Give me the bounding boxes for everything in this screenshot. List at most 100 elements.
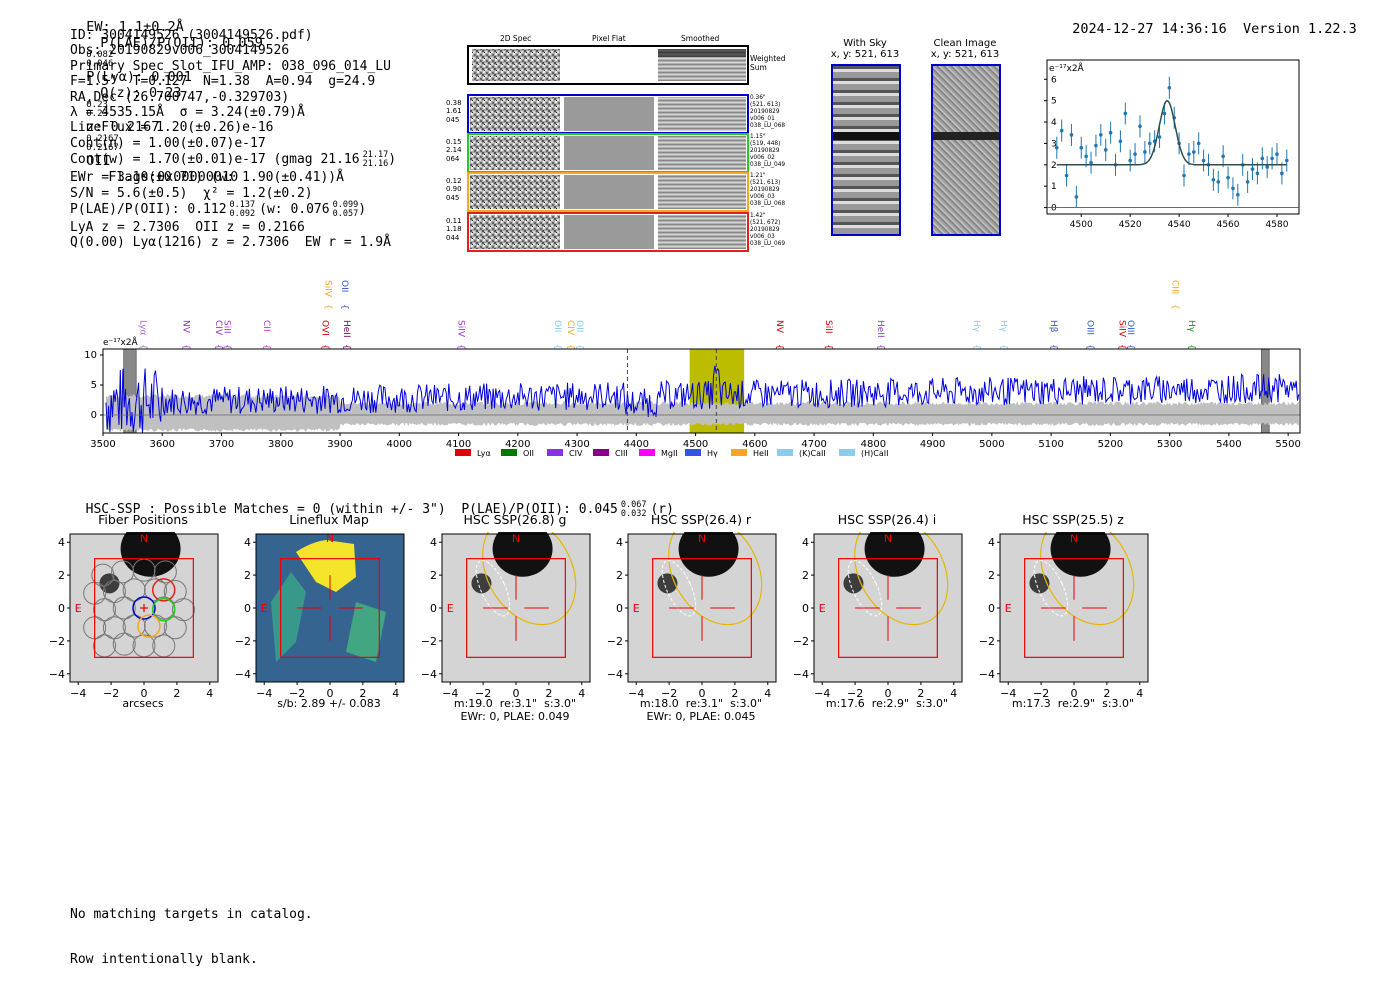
z-hi: 0.2167 bbox=[86, 134, 119, 144]
fit-ytick-label: 1 bbox=[1051, 182, 1057, 192]
lineflux-hotspot bbox=[296, 540, 356, 592]
fit-point bbox=[1069, 133, 1074, 137]
spec-line-label: CIV bbox=[565, 320, 575, 336]
hsc-title: HSC-SSP : Possible Matches = 0 (within +… bbox=[70, 486, 674, 518]
info-line-obs: Obs: 20190829v006_3004149526 bbox=[70, 43, 290, 59]
spec-legend-swatch bbox=[731, 449, 747, 456]
spec-flux-line bbox=[105, 365, 1300, 434]
stamp-xtick: −2 bbox=[103, 687, 119, 700]
spec-line-label: OII bbox=[552, 320, 562, 332]
spec-xtick-label: 4000 bbox=[387, 439, 412, 450]
stamp-box bbox=[1024, 558, 1124, 658]
stamp-east: E bbox=[1005, 602, 1012, 615]
info-line-radec: RA,Dec (26.700747,-0.329703) bbox=[70, 89, 290, 105]
info-line-lya: LyA z = 2.7306 OII z = 0.2166 bbox=[70, 220, 305, 236]
stamp-xtick: 0 bbox=[513, 687, 520, 700]
stamp-sub2: EWr: 0, PLAE: 0.045 bbox=[646, 710, 756, 723]
clean-image bbox=[931, 64, 1001, 236]
fiber-circle bbox=[122, 614, 146, 638]
info-line-spec: Primary Spec_Slot_IFU_AMP: 038_096_014_L… bbox=[70, 58, 391, 74]
fit-point bbox=[1231, 186, 1235, 191]
fiber-primary bbox=[132, 596, 156, 620]
plae2-hi: 0.137 bbox=[229, 200, 256, 211]
fit-point bbox=[1245, 180, 1250, 184]
stamp-bright-source bbox=[864, 532, 925, 577]
fiber-orange bbox=[137, 614, 161, 638]
stamp-north: N bbox=[1070, 532, 1078, 545]
gmag-hi: 21.17 bbox=[362, 150, 389, 161]
spec-legend-swatch bbox=[547, 449, 563, 456]
fit-frame bbox=[1046, 59, 1300, 215]
stamp-ytick: 4 bbox=[988, 536, 995, 549]
stamp-ytick: 0 bbox=[430, 602, 437, 615]
spec-legend-swatch bbox=[839, 449, 855, 456]
stamp-ytick: 0 bbox=[988, 602, 995, 615]
plae2-w-close: ) bbox=[358, 202, 367, 218]
stamp-ytick: 2 bbox=[988, 569, 995, 582]
spec-legend-label: (H)CaII bbox=[861, 449, 888, 458]
stamp-xtick: −2 bbox=[661, 687, 677, 700]
timestamp: 2024-12-27 14:36:16 bbox=[1072, 21, 1227, 37]
col-2d-spec: 2D Spec bbox=[500, 34, 532, 43]
stamp-ytick: −4 bbox=[980, 668, 995, 681]
spec-xtick-label: 5400 bbox=[1216, 439, 1241, 450]
stamp-xtick: 4 bbox=[392, 687, 399, 700]
info-line-lineflux: LineFlux = 1.20(±0.26)e-16 bbox=[70, 120, 274, 136]
stamp-ytick: 4 bbox=[430, 536, 437, 549]
stamp-title: Fiber Positions bbox=[98, 512, 188, 527]
fiber-circle bbox=[153, 560, 177, 584]
spec-line-brace: { bbox=[222, 344, 232, 350]
fit-point bbox=[1265, 165, 1269, 169]
stamp-image: N E 4 2 0 −2 −4 −4 −2 0 2 4 bbox=[794, 532, 963, 700]
spec-xtick-label: 3500 bbox=[90, 439, 115, 450]
stamp-image: N E 4 2 0 −2 −4 −4 −2 0 2 4 bbox=[608, 532, 777, 700]
spec-line-brace: { bbox=[261, 344, 271, 350]
plae2-text: P(LAE)/P(OII): 0.112 bbox=[70, 202, 227, 218]
spec-line-label: OIII bbox=[1084, 320, 1094, 335]
spec-legend-label: Lyα bbox=[477, 449, 491, 458]
spec-line-label: Hγ bbox=[998, 320, 1008, 333]
fit-xtick-label: 4540 bbox=[1168, 220, 1191, 230]
col-smoothed: Smoothed bbox=[681, 34, 720, 43]
spec-legend-swatch bbox=[639, 449, 655, 456]
stamp-box bbox=[94, 558, 194, 658]
plae-hi: 0.082 bbox=[86, 50, 114, 60]
stamp-sub1: m:18.0 re:3.1" s:3.0" bbox=[639, 697, 763, 710]
stamp-ytick: 4 bbox=[802, 536, 809, 549]
spec-line-label: Hγ bbox=[1186, 320, 1196, 333]
fit-point bbox=[1201, 158, 1206, 163]
spec-line-label: OII bbox=[339, 280, 349, 292]
stamp-ytick: −2 bbox=[236, 635, 251, 648]
cutout-rows bbox=[467, 94, 749, 252]
stamp-xtick: −2 bbox=[1033, 687, 1049, 700]
spec-line-brace: { bbox=[875, 344, 885, 350]
fit-point bbox=[1187, 152, 1191, 156]
stamp-xtick: 2 bbox=[173, 687, 180, 700]
fit-ytick-label: 4 bbox=[1051, 118, 1057, 128]
cutout-row-3-left: 0.11 1.18 044 bbox=[446, 217, 462, 242]
stamp-title: Lineflux Map bbox=[289, 512, 369, 527]
cutout-graphics bbox=[467, 45, 749, 252]
info-line-lambda: λ = 4535.15Å σ = 3.24(±0.79)Å bbox=[70, 105, 305, 121]
spec-line-label: Hβ bbox=[1048, 320, 1058, 333]
stamp-ytick: −4 bbox=[50, 668, 65, 681]
spec-xticks: 3500 3600 3700 3800 3900 4000 4100 4200 4300 4400… bbox=[90, 433, 1301, 450]
stamp-image: N E 4 2 0 −2 −4 −4 −2 0 2 4 bbox=[980, 532, 1149, 700]
weighted-sum-label: Weighted Sum bbox=[750, 54, 786, 72]
stamp-sub1: m:19.0 re:3.1" s:3.0" bbox=[453, 697, 577, 710]
stamp-sub1: s/b: 2.89 +/- 0.083 bbox=[277, 697, 381, 710]
info-line-sn: S/N = 5.6(±0.5) χ² = 1.2(±0.2) bbox=[70, 185, 313, 201]
fit-point bbox=[1064, 173, 1069, 178]
cutout-panel: 2D Spec Pixel Flat Smoothed Weighted Sum bbox=[440, 32, 800, 257]
spec-xtick-label: 3700 bbox=[209, 439, 234, 450]
spec-line-label: SiII bbox=[823, 320, 833, 334]
stamp-east: E bbox=[633, 602, 640, 615]
stamp-east: E bbox=[819, 602, 826, 615]
stamp-dashed-aperture bbox=[661, 560, 697, 617]
info-line-id: ID: 3004149526 (3004149526.pdf) bbox=[70, 28, 313, 43]
fit-point bbox=[1270, 156, 1274, 161]
stamp-5: HSC SSP(25.5) z N E 4 2 0 −2 −4 −4 −2 0 2 4 m:17.3 re… bbox=[980, 512, 1150, 727]
stamp-north: N bbox=[884, 532, 892, 545]
cutout-row-1-left: 0.15 2.14 064 bbox=[446, 138, 462, 163]
stamp-box bbox=[838, 558, 938, 658]
